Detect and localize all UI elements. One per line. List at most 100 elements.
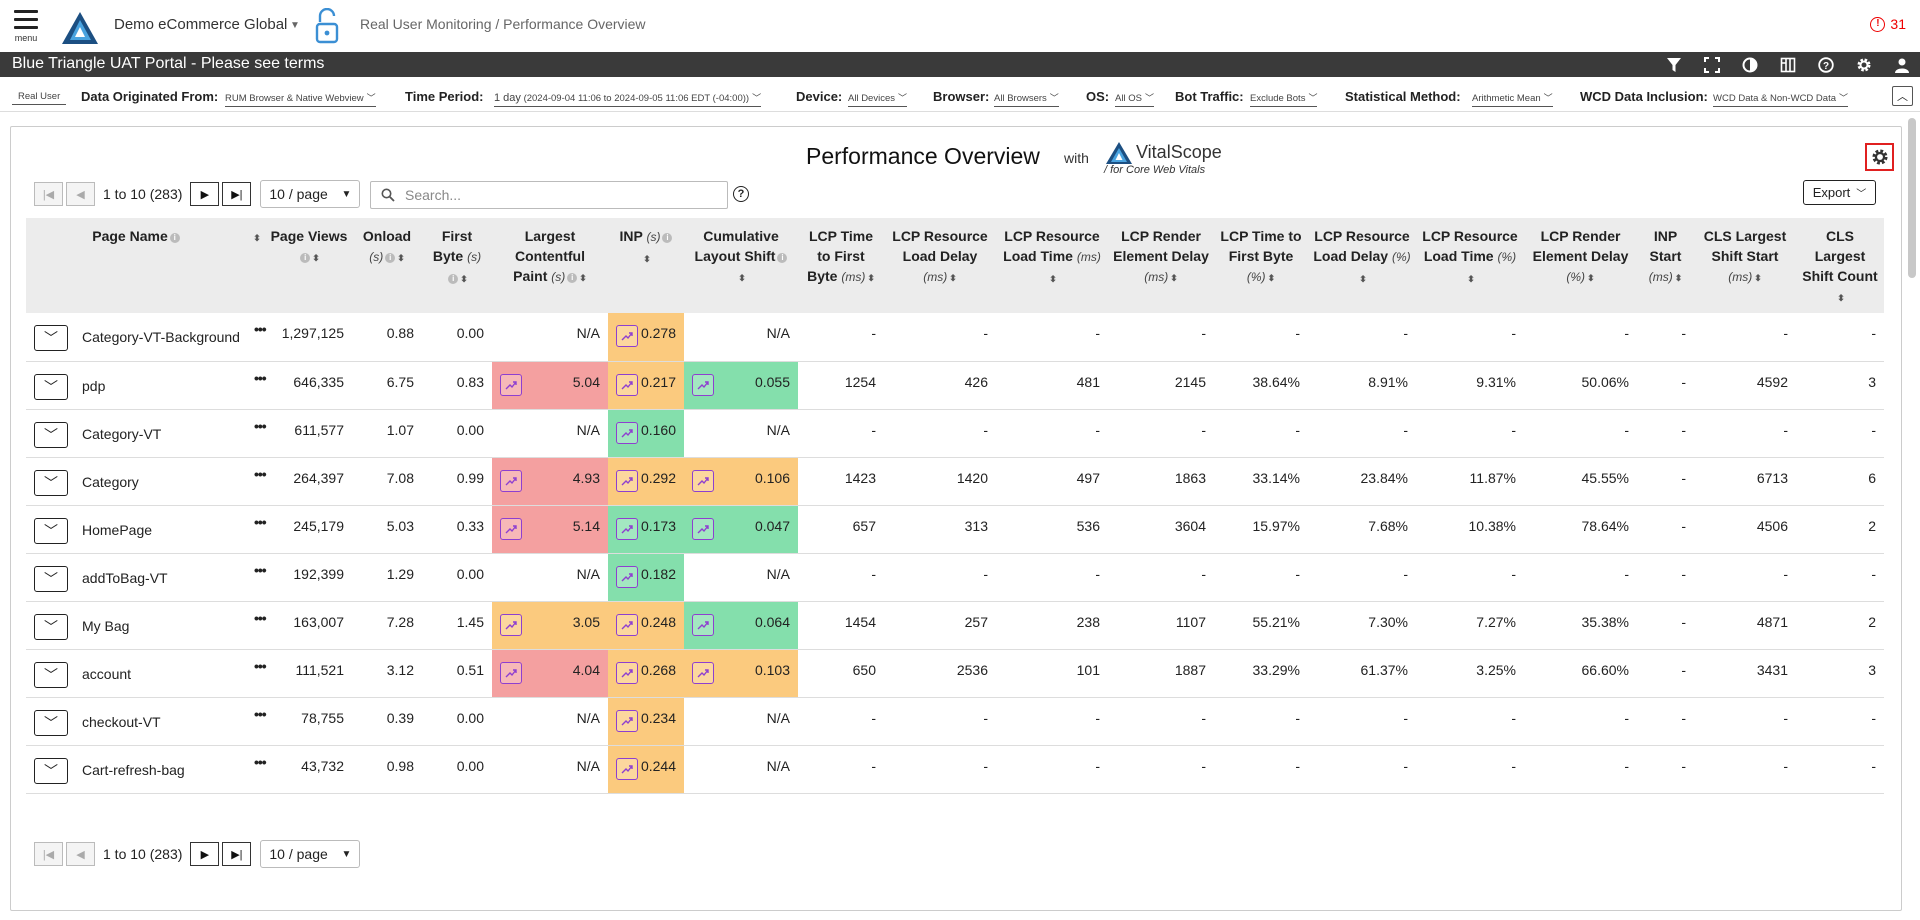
column-header[interactable]: Onload (s) i ⬍ (352, 218, 422, 313)
trend-icon[interactable] (616, 661, 638, 684)
table-row[interactable]: ﹀ pdp ••• 646,335 6.75 0.83 5.04 0.217 0.055 1254… (26, 361, 1884, 410)
trend-icon[interactable] (500, 469, 522, 492)
trend-icon[interactable] (692, 661, 714, 684)
column-header[interactable]: ⬍ (246, 218, 266, 313)
row-actions-button[interactable]: ••• (246, 745, 267, 794)
column-header[interactable]: Page Views i ⬍ (266, 218, 352, 313)
org-selector[interactable]: Demo eCommerce Global (114, 16, 288, 33)
trend-icon[interactable] (692, 613, 714, 636)
trend-icon[interactable] (692, 469, 714, 492)
trend-icon[interactable] (616, 325, 638, 347)
table-row[interactable]: ﹀ Category-VT ••• 611,577 1.07 0.00 N/A 0.160 N/… (26, 409, 1884, 458)
column-header[interactable]: CLS Largest Shift Start (ms) ⬍ (1694, 218, 1796, 313)
row-actions-button[interactable]: ••• (246, 649, 267, 698)
export-button[interactable]: Export ﹀ (1803, 180, 1876, 205)
trend-icon[interactable] (616, 469, 638, 492)
trend-icon[interactable] (692, 517, 714, 540)
user-icon[interactable] (1892, 55, 1912, 75)
table-row[interactable]: ﹀ Category-VT-Background ••• 1,297,125 0.88 0… (26, 313, 1884, 362)
sort-icon[interactable]: ⬍ (397, 253, 405, 263)
help-icon[interactable]: ? (733, 186, 749, 202)
trend-icon[interactable] (500, 517, 522, 540)
column-header[interactable]: Cumulative Layout Shift i ⬍ (684, 218, 798, 313)
row-actions-button[interactable]: ••• (246, 601, 267, 650)
column-header[interactable]: LCP Resource Load Delay (%) ⬍ (1308, 218, 1416, 313)
page-size-select[interactable]: 10 / page ▼ (260, 180, 361, 208)
row-actions-button[interactable]: ••• (246, 697, 267, 746)
info-icon[interactable]: i (567, 273, 578, 283)
next-page-button[interactable]: ▶ (190, 182, 220, 206)
wcd-select[interactable]: WCD Data & Non-WCD Data ﹀ (1713, 91, 1849, 107)
expand-row-button[interactable]: ﹀ (34, 661, 68, 688)
prev-page-button[interactable]: ◀ (66, 842, 95, 866)
sort-icon[interactable]: ⬍ (738, 273, 746, 283)
sort-icon[interactable]: ⬍ (1267, 273, 1276, 283)
sort-icon[interactable]: ⬍ (253, 233, 261, 243)
sort-icon[interactable]: ⬍ (312, 253, 320, 263)
row-actions-button[interactable]: ••• (246, 313, 267, 362)
column-header[interactable]: LCP Resource Load Time (ms) ⬍ (996, 218, 1108, 313)
table-row[interactable]: ﹀ addToBag-VT ••• 192,399 1.29 0.00 N/A 0.182 N/… (26, 553, 1884, 602)
trend-icon[interactable] (616, 757, 638, 780)
column-header[interactable]: Largest Contentful Paint (s) i ⬍ (492, 218, 608, 313)
table-row[interactable]: ﹀ account ••• 111,521 3.12 0.51 4.04 0.268 0.103… (26, 649, 1884, 698)
expand-row-button[interactable]: ﹀ (34, 421, 68, 448)
blue-triangle-logo[interactable] (62, 12, 98, 49)
page-name[interactable]: Category (82, 473, 139, 490)
menu-button[interactable]: menu (12, 10, 40, 43)
sort-icon[interactable]: ⬍ (1170, 273, 1178, 283)
page-name[interactable]: Cart-refresh-bag (82, 761, 185, 778)
next-page-button[interactable]: ▶ (190, 842, 220, 866)
first-page-button[interactable]: |◀ (34, 842, 63, 866)
page-size-select[interactable]: 10 / page ▼ (260, 840, 361, 868)
time-period-select[interactable]: 1 day (2024-09-04 11:06 to 2024-09-05 11… (494, 91, 762, 107)
os-select[interactable]: All OS ﹀ (1115, 91, 1154, 107)
segment-select[interactable]: Real User (12, 91, 67, 105)
trend-icon[interactable] (500, 613, 522, 636)
sort-icon[interactable]: ⬍ (867, 273, 875, 283)
columns-icon[interactable] (1778, 55, 1798, 75)
sort-icon[interactable]: ⬍ (643, 254, 651, 264)
trend-icon[interactable] (616, 565, 638, 588)
info-icon[interactable]: i (300, 253, 311, 263)
expand-row-button[interactable]: ﹀ (34, 565, 68, 592)
expand-row-button[interactable]: ﹀ (34, 517, 68, 544)
vertical-scrollbar[interactable] (1908, 118, 1916, 278)
trend-icon[interactable] (692, 373, 714, 396)
last-page-button[interactable]: ▶| (222, 842, 252, 866)
trend-icon[interactable] (500, 373, 522, 396)
page-name[interactable]: addToBag-VT (82, 569, 168, 586)
table-row[interactable]: ﹀ My Bag ••• 163,007 7.28 1.45 3.05 0.248 0.064 1… (26, 601, 1884, 650)
row-actions-button[interactable]: ••• (246, 553, 267, 602)
column-header[interactable]: INP Start (ms) ⬍ (1637, 218, 1694, 313)
table-row[interactable]: ﹀ Category ••• 264,397 7.08 0.99 4.93 0.292 0.10… (26, 457, 1884, 506)
prev-page-button[interactable]: ◀ (66, 182, 95, 206)
page-name[interactable]: pdp (82, 377, 106, 394)
info-icon[interactable]: i (448, 274, 459, 284)
settings-icon[interactable] (1854, 55, 1874, 75)
page-name[interactable]: HomePage (82, 521, 153, 538)
expand-row-button[interactable]: ﹀ (34, 373, 68, 400)
expand-row-button[interactable]: ﹀ (34, 709, 68, 736)
column-header[interactable]: LCP Resource Load Delay (ms) ⬍ (884, 218, 996, 313)
expand-row-button[interactable]: ﹀ (34, 613, 68, 640)
sort-icon[interactable]: ⬍ (460, 274, 468, 284)
row-actions-button[interactable]: ••• (246, 409, 267, 458)
trend-icon[interactable] (616, 373, 638, 396)
expand-row-button[interactable]: ﹀ (34, 325, 68, 351)
trend-icon[interactable] (616, 613, 638, 636)
search-input[interactable]: Search... (370, 181, 728, 209)
row-actions-button[interactable]: ••• (246, 361, 267, 410)
stat-method-select[interactable]: Arithmetic Mean ﹀ (1472, 91, 1553, 107)
sort-icon[interactable]: ⬍ (1467, 274, 1475, 284)
trend-icon[interactable] (616, 517, 638, 540)
device-select[interactable]: All Devices ﹀ (848, 91, 908, 107)
sort-icon[interactable]: ⬍ (579, 273, 587, 283)
column-header[interactable]: LCP Time to First Byte (ms) ⬍ (798, 218, 884, 313)
page-name[interactable]: Category-VT-Background (82, 329, 240, 345)
alerts-indicator[interactable]: ! 31 (1870, 16, 1906, 32)
column-header[interactable]: Page Name i (26, 218, 246, 313)
column-header[interactable]: LCP Resource Load Time (%) ⬍ (1416, 218, 1524, 313)
column-header[interactable]: LCP Render Element Delay (%) ⬍ (1524, 218, 1637, 313)
bot-traffic-select[interactable]: Exclude Bots ﹀ (1250, 91, 1318, 107)
